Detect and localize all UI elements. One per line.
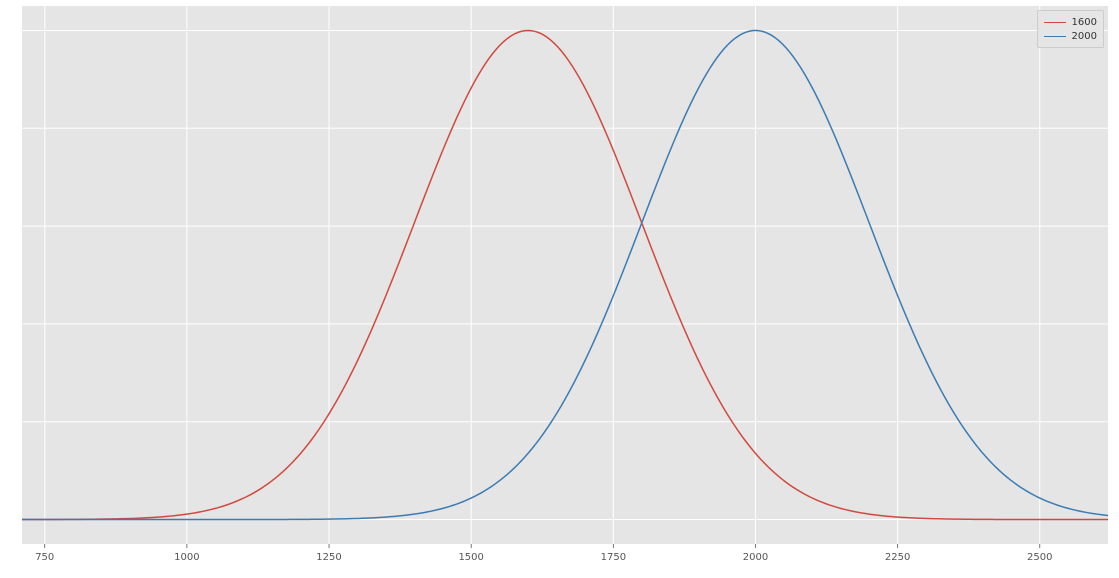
figure: 750 1000 1250 1500 1750 2000 2250 2500 1600 2000	[0, 0, 1119, 578]
legend-label: 2000	[1072, 31, 1097, 42]
plot-area	[22, 6, 1108, 544]
legend-swatch	[1044, 36, 1066, 37]
xtick-label: 1750	[601, 552, 626, 563]
xtick-label: 750	[35, 552, 54, 563]
xtick-label: 1000	[174, 552, 199, 563]
series-line-2000	[22, 30, 1108, 519]
legend-swatch	[1044, 22, 1066, 23]
series-line-1600	[22, 30, 1108, 519]
legend-item: 1600	[1044, 15, 1097, 29]
grid	[22, 6, 1108, 544]
xtick-label: 1500	[458, 552, 483, 563]
legend-item: 2000	[1044, 29, 1097, 43]
legend-label: 1600	[1072, 17, 1097, 28]
xtick-label: 2500	[1027, 552, 1052, 563]
legend: 1600 2000	[1037, 10, 1104, 48]
xtick-label: 2250	[885, 552, 910, 563]
xtick-label: 2000	[743, 552, 768, 563]
xtick-label: 1250	[316, 552, 341, 563]
chart-svg	[22, 6, 1108, 544]
